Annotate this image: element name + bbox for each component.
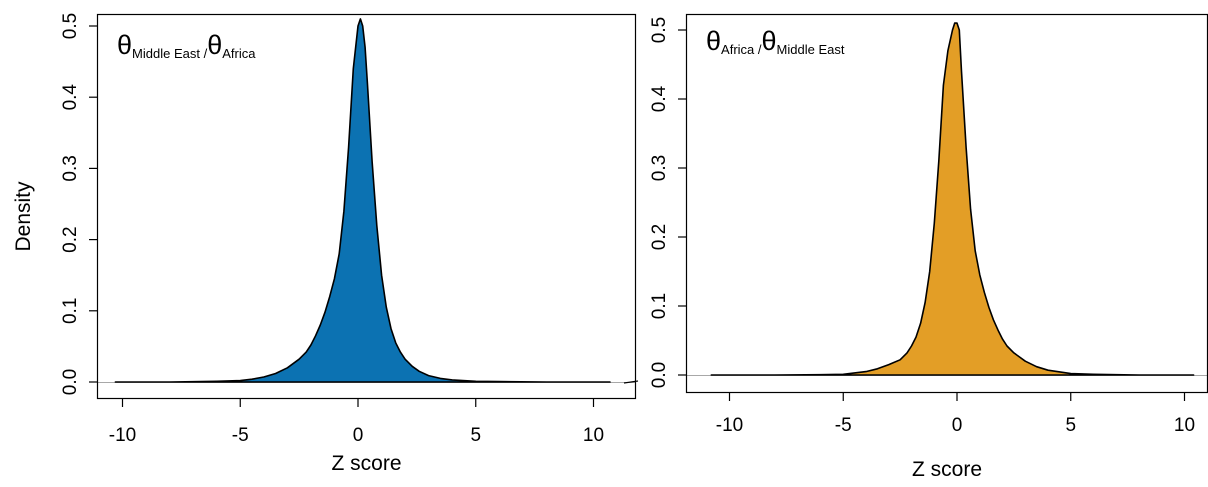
x-tick-label: -5 [835, 415, 852, 436]
x-tick-label: -10 [716, 415, 743, 436]
x-tick-label: 5 [1065, 415, 1076, 436]
x-tick-label: -5 [232, 425, 249, 446]
chart-panel-1: -10 -5 0 5 10 0.0 0.1 0.2 0.3 0.4 0.5 Z score Densit… [12, 13, 637, 475]
density-area [114, 18, 611, 383]
chart-panel-2: -10 -5 0 5 100.00.10.20.30.40.5Z scoreθAfric… [649, 13, 1208, 481]
y-axis-title: Density [12, 181, 35, 252]
x-tick-label: -10 [109, 425, 136, 446]
y-tick-label: 0.0 [60, 369, 81, 395]
y-tick-label: 0.2 [60, 226, 81, 252]
y-tick-label: 0.0 [649, 362, 670, 388]
x-axis-title: Z score [912, 458, 982, 481]
y-tick-label: 0.2 [649, 224, 670, 250]
y-tick-label: 0.3 [649, 155, 670, 181]
theta-symbol: θ [117, 30, 132, 60]
y-tick-label: 0.1 [649, 293, 670, 319]
y-tick-label: 0.4 [60, 84, 81, 111]
theta-separator: / [200, 46, 208, 61]
panel-title: θMiddle East /θAfrica [117, 30, 256, 61]
panel-title: θAfrica /θMiddle East [706, 26, 845, 57]
y-tick-label: 0.5 [649, 17, 670, 43]
theta-subscript: Middle East [132, 46, 200, 61]
x-tick-label: 5 [470, 425, 481, 446]
theta-symbol: θ [207, 30, 222, 60]
x-tick-label: 10 [1174, 415, 1195, 436]
between-panel-mark [623, 380, 639, 384]
theta-subscript: Middle East [777, 42, 845, 57]
theta-subscript: Africa [721, 42, 755, 57]
y-tick-label: 0.3 [60, 155, 81, 181]
plot-frame [96, 13, 637, 400]
y-tick-label: 0.5 [60, 13, 81, 39]
x-tick-label: 0 [952, 415, 963, 436]
x-tick-label: 10 [583, 425, 604, 446]
y-tick-label: 0.1 [60, 298, 81, 324]
theta-symbol: θ [706, 26, 721, 56]
x-tick-label: 0 [353, 425, 364, 446]
density-area [710, 22, 1195, 376]
x-axis-title: Z score [331, 452, 401, 475]
theta-separator: / [754, 42, 762, 57]
theta-symbol: θ [762, 26, 777, 56]
y-tick-label: 0.4 [649, 85, 670, 112]
theta-subscript: Africa [222, 46, 256, 61]
